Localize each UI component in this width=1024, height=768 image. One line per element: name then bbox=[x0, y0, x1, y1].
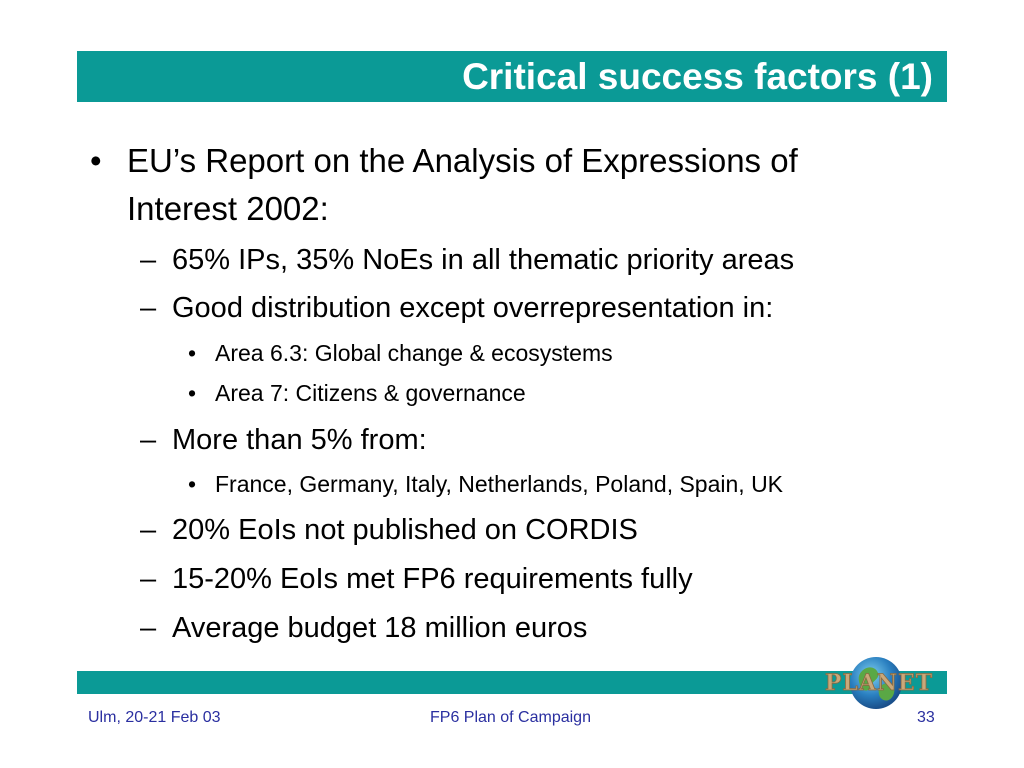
sub-bullet-text: 20% EoIs not published on CORDIS bbox=[172, 514, 638, 546]
bullet-marker: • bbox=[188, 471, 197, 497]
footer-page-number: 33 bbox=[917, 709, 935, 726]
dash-marker: – bbox=[140, 424, 157, 456]
dash-marker: – bbox=[140, 514, 157, 546]
slide-title: Critical success factors (1) bbox=[462, 56, 933, 97]
sub-bullet-text: 15-20% EoIs met FP6 requirements fully bbox=[172, 563, 693, 595]
sub-sub-bullet-text: Area 7: Citizens & governance bbox=[215, 380, 526, 406]
sub-sub-bullet-text: Area 6.3: Global change & ecosystems bbox=[215, 340, 613, 366]
sub-bullet-text: Good distribution except overrepresentat… bbox=[172, 292, 774, 324]
footer-bar bbox=[77, 671, 947, 694]
dash-marker: – bbox=[140, 612, 157, 644]
bullet-marker: • bbox=[188, 340, 197, 366]
dash-marker: – bbox=[140, 292, 157, 324]
bullet-text-line: EU’s Report on the Analysis of Expressio… bbox=[127, 142, 798, 179]
bullet-text-line: Interest 2002: bbox=[127, 190, 329, 227]
logo-text: PLANET bbox=[825, 670, 933, 696]
sub-bullet-text: Average budget 18 million euros bbox=[172, 612, 588, 644]
sub-bullet-text: 65% IPs, 35% NoEs in all thematic priori… bbox=[172, 244, 795, 276]
sub-sub-bullet-text: France, Germany, Italy, Netherlands, Pol… bbox=[215, 471, 784, 497]
globe-icon bbox=[850, 657, 902, 709]
sub-bullet-text: More than 5% from: bbox=[172, 424, 427, 456]
footer-location-date: Ulm, 20-21 Feb 03 bbox=[88, 709, 221, 726]
title-bar: Critical success factors (1) bbox=[77, 51, 947, 102]
bullet-marker: • bbox=[90, 142, 102, 179]
planet-logo: PLANET bbox=[824, 657, 933, 709]
bullet-marker: • bbox=[188, 380, 197, 406]
dash-marker: – bbox=[140, 563, 157, 595]
dash-marker: – bbox=[140, 244, 157, 276]
footer-presentation-title: FP6 Plan of Campaign bbox=[430, 709, 591, 726]
